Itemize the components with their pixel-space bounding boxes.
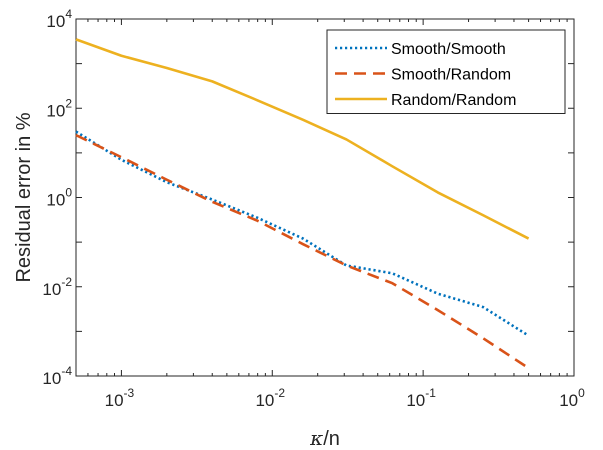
ticks-group xyxy=(76,18,575,377)
legend-label-random-random: Random/Random xyxy=(391,92,516,109)
y-tick-label: 10-2 xyxy=(42,275,72,299)
x-tick-label-base: 10 xyxy=(559,391,578,410)
x-tick-label-exponent: -1 xyxy=(425,386,436,400)
legend-label-smooth-smooth: Smooth/Smooth xyxy=(391,41,506,58)
series-line-smooth-random xyxy=(75,133,530,370)
y-tick-label-exponent: 0 xyxy=(65,186,72,200)
x-tick-label-exponent: 0 xyxy=(578,386,585,400)
x-axis-label: κ/n xyxy=(309,426,340,450)
series-line-random-random xyxy=(75,38,530,240)
legend-label-smooth-random: Smooth/Random xyxy=(391,67,511,84)
y-tick-label-exponent: 4 xyxy=(65,7,72,21)
y-tick-label-base: 10 xyxy=(42,369,61,388)
y-tick-label: 102 xyxy=(46,96,72,120)
y-tick-label-base: 10 xyxy=(46,191,65,210)
x-tick-label-exponent: -3 xyxy=(124,386,135,400)
x-tick-label: 100 xyxy=(559,386,585,410)
y-tick-label-base: 10 xyxy=(46,101,65,120)
x-axis-label-symbol: κ xyxy=(309,426,323,450)
y-tick-label-exponent: 2 xyxy=(65,96,72,110)
x-tick-label-base: 10 xyxy=(255,391,274,410)
y-tick-label: 10-4 xyxy=(42,364,72,388)
y-axis-label: Residual error in % xyxy=(13,112,35,282)
y-tick-label-base: 10 xyxy=(46,12,65,31)
x-axis-label-suffix: /n xyxy=(323,428,340,450)
series-group xyxy=(75,38,530,370)
series-line-smooth-smooth xyxy=(75,130,530,337)
x-tick-label-base: 10 xyxy=(105,391,124,410)
y-tick-label-exponent: -4 xyxy=(61,364,72,378)
x-tick-label: 10-1 xyxy=(406,386,436,410)
x-tick-label-exponent: -2 xyxy=(274,386,285,400)
x-tick-label: 10-3 xyxy=(105,386,135,410)
x-tick-label: 10-2 xyxy=(255,386,285,410)
y-tick-label: 104 xyxy=(46,7,72,31)
y-tick-label-base: 10 xyxy=(42,280,61,299)
y-tick-label-exponent: -2 xyxy=(61,275,72,289)
legend: Smooth/Smooth Smooth/Random Random/Random xyxy=(326,29,566,114)
y-tick-label: 100 xyxy=(46,186,72,210)
x-tick-label-base: 10 xyxy=(406,391,425,410)
